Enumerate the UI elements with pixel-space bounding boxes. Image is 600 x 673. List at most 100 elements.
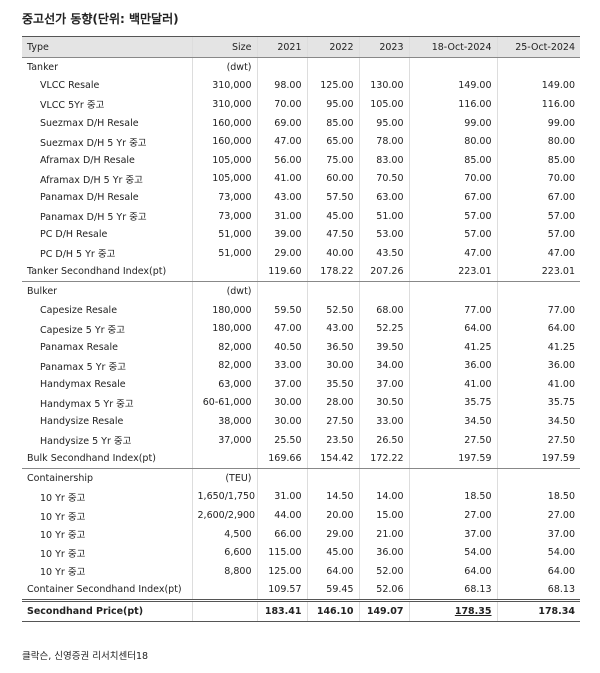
value-cell: 69.00 [256,113,307,133]
value-cell: 169.66 [256,449,307,470]
section-name: Bulker [27,285,58,297]
value-cell: 75.00 [306,150,359,170]
value-cell: 35.50 [306,375,359,394]
value-cell: 154.42 [306,449,359,470]
type-cell: Bulk Secondhand Index(pt) [22,449,192,470]
section-row: Tanker (dwt) [22,57,580,77]
value-cell: 26.50 [358,430,409,450]
value-cell: 21.00 [358,524,409,544]
value-cell: 52.25 [358,319,409,338]
value-cell: 39.50 [358,337,409,357]
value-cell: 197.59 [408,449,497,470]
empty-cell [306,281,359,301]
value-cell: 27.50 [496,430,580,450]
item-row: 10 Yr 중고 8,800 125.00 64.00 52.00 64.00 64.00 [22,562,580,581]
value-cell: 52.50 [306,300,359,320]
value-cell: 53.00 [358,225,409,244]
value-cell: 178.34 [496,599,580,622]
value-cell: 47.00 [256,132,307,151]
value-cell: 64.00 [496,562,580,581]
value-cell: 41.25 [408,337,497,357]
item-row: Suezmax D/H Resale 160,000 69.00 85.00 95.00… [22,113,580,133]
type-cell: Capesize 5 Yr 중고 [40,324,126,336]
empty-cell [408,281,497,301]
value-cell: 51.00 [358,206,409,226]
value-cell: 64.00 [496,319,580,338]
value-cell: 30.00 [306,356,359,376]
item-row: Panamax D/H Resale 73,000 43.00 57.50 63.00 6… [22,188,580,207]
value-cell: 64.00 [408,319,497,338]
value-cell: 95.00 [358,113,409,133]
item-row: Panamax D/H 5 Yr 중고 73,000 31.00 45.00 51.00… [22,206,580,226]
value-cell: 197.59 [496,449,580,470]
size-cell: 160,000 [191,132,257,151]
value-cell: 77.00 [496,300,580,320]
size-cell: 60-61,000 [191,393,257,413]
item-row: Suezmax D/H 5 Yr 중고 160,000 47.00 65.00 78.0… [22,132,580,151]
index-row: Bulk Secondhand Index(pt) 169.66 154.42 172… [22,449,580,470]
value-cell: 64.00 [306,562,359,581]
value-cell: 59.50 [256,300,307,320]
value-cell: 125.00 [306,76,359,96]
size-cell: 63,000 [191,375,257,394]
value-cell: 68.00 [358,300,409,320]
type-cell: PC D/H 5 Yr 중고 [40,249,116,261]
size-cell: 73,000 [191,206,257,226]
item-row: Handymax Resale 63,000 37.00 35.50 37.00 41.0… [22,375,580,394]
item-row: Aframax D/H 5 Yr 중고 105,000 41.00 60.00 70.5… [22,169,580,189]
value-cell: 47.50 [306,225,359,244]
value-cell: 57.00 [496,206,580,226]
source: 클락슨, 신영증권 리서치센터18 [22,651,149,662]
item-row: Handysize 5 Yr 중고 37,000 25.50 23.50 26.50 27… [22,430,580,450]
value-cell: 41.00 [408,375,497,394]
value-cell: 45.00 [306,206,359,226]
size-cell: 2,600/2,900 [191,506,257,525]
value-cell: 66.00 [256,524,307,544]
type-cell: Secondhand Price(pt) [22,599,192,622]
item-row: Handysize Resale 38,000 30.00 27.50 33.00 34.… [22,412,580,431]
empty-cell [496,57,580,77]
value-cell: 45.00 [306,543,359,563]
item-row: Panamax 5 Yr 중고 82,000 33.00 30.00 34.00 36.0… [22,356,580,376]
type-cell: Capesize Resale [40,304,118,316]
empty-cell [191,262,257,283]
value-cell: 41.25 [496,337,580,357]
size-cell: 37,000 [191,430,257,450]
value-cell: 18.50 [408,487,497,507]
value-cell: 52.00 [358,562,409,581]
value-cell: 37.00 [408,524,497,544]
value-cell: 70.00 [496,169,580,189]
value-cell: 109.57 [256,580,307,602]
item-row: 10 Yr 중고 2,600/2,900 44.00 20.00 15.00 27.00 2… [22,506,580,525]
size-cell: 51,000 [191,243,257,263]
value-cell: 47.00 [496,243,580,263]
value-cell: 56.00 [256,150,307,170]
value-cell: 68.13 [408,580,497,602]
size-cell: 310,000 [191,95,257,114]
empty-cell [496,468,580,488]
value-cell: 40.00 [306,243,359,263]
value-cell: 36.00 [408,356,497,376]
empty-cell [191,449,257,470]
value-cell: 207.26 [358,262,409,283]
value-cell: 98.00 [256,76,307,96]
value-cell: 30.00 [256,412,307,431]
value-cell: 149.00 [408,76,497,96]
value-cell: 28.00 [306,393,359,413]
type-cell: 10 Yr 중고 [40,567,86,579]
value-cell: 20.00 [306,506,359,525]
size-cell: 8,800 [191,562,257,581]
value-cell: 43.00 [256,188,307,207]
empty-cell [358,468,409,488]
type-cell: PC D/H Resale [40,229,108,241]
empty-cell [191,580,257,602]
size-cell: 160,000 [191,113,257,133]
value-cell: 183.41 [256,599,307,622]
unit-cell: (dwt) [191,281,257,301]
value-cell: 80.00 [408,132,497,151]
value-cell: 25.50 [256,430,307,450]
value-cell: 99.00 [496,113,580,133]
size-cell: 1,650/1,750 [191,487,257,507]
value-cell: 36.00 [358,543,409,563]
value-cell: 31.00 [256,487,307,507]
